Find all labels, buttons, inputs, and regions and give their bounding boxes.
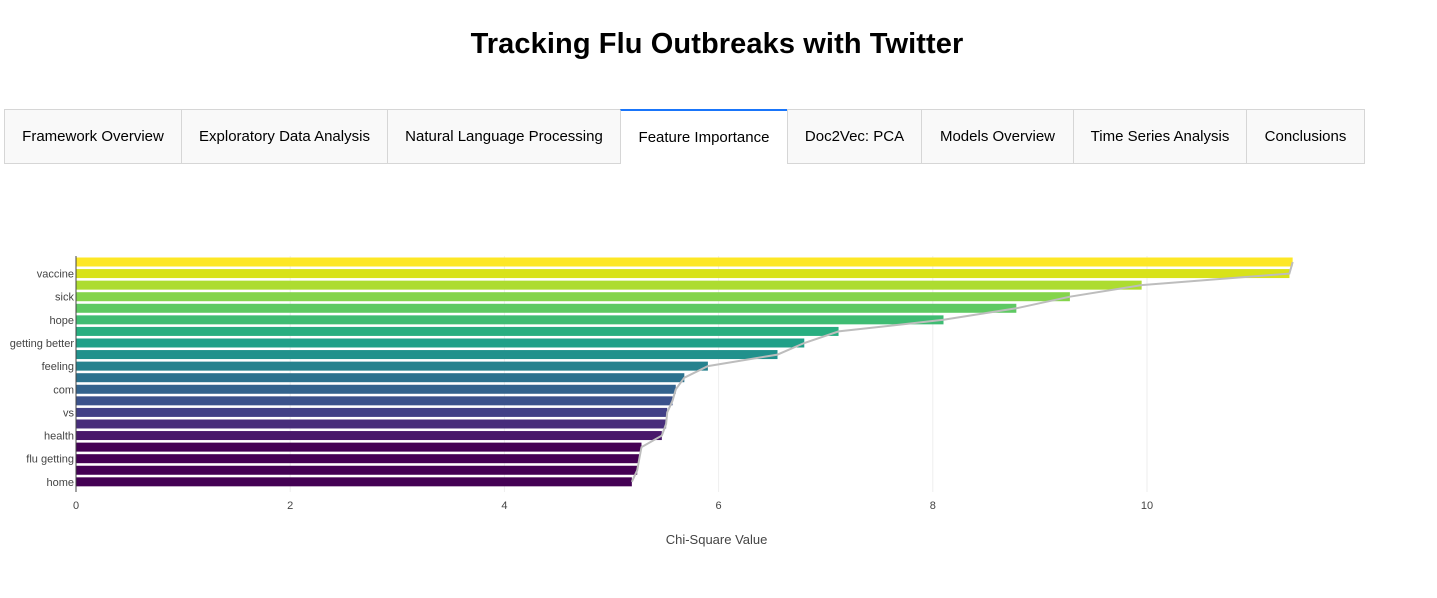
tab-label: Natural Language Processing bbox=[405, 128, 603, 145]
tab-feature-importance[interactable]: Feature Importance bbox=[620, 109, 787, 164]
tab-bar: Framework Overview Exploratory Data Anal… bbox=[4, 109, 1365, 164]
trend-line bbox=[630, 261, 1294, 483]
bar bbox=[76, 350, 778, 360]
category-label: health bbox=[44, 431, 74, 443]
x-axis-title: Chi-Square Value bbox=[666, 532, 768, 547]
tab-exploratory-data-analysis[interactable]: Exploratory Data Analysis bbox=[181, 109, 387, 164]
chi-square-bar-chart: vaccine sick hope getting better feeling com v… bbox=[10, 256, 1294, 547]
tab-doc2vec-pca[interactable]: Doc2Vec: PCA bbox=[787, 109, 921, 164]
tab-models-overview[interactable]: Models Overview bbox=[921, 109, 1073, 164]
bar bbox=[76, 396, 673, 406]
category-label: com bbox=[53, 384, 74, 396]
bar bbox=[76, 384, 676, 394]
page-title: Tracking Flu Outbreaks with Twitter bbox=[470, 28, 964, 60]
x-tick-label: 8 bbox=[930, 500, 936, 512]
x-tick-label: 6 bbox=[716, 500, 722, 512]
bar bbox=[76, 419, 667, 429]
tab-natural-language-processing[interactable]: Natural Language Processing bbox=[387, 109, 620, 164]
x-tick-label: 0 bbox=[73, 500, 79, 512]
bar bbox=[76, 315, 944, 325]
x-tick-label: 10 bbox=[1141, 500, 1153, 512]
bar bbox=[76, 442, 642, 452]
bar bbox=[76, 269, 1290, 279]
bar bbox=[76, 454, 640, 464]
category-label: vaccine bbox=[37, 269, 74, 281]
category-label: vs bbox=[63, 407, 75, 419]
category-label: flu getting bbox=[26, 454, 74, 466]
tab-label: Framework Overview bbox=[22, 128, 164, 145]
bar bbox=[76, 280, 1142, 290]
tab-label: Time Series Analysis bbox=[1090, 128, 1230, 145]
bar bbox=[76, 326, 839, 336]
bar bbox=[76, 407, 668, 417]
tab-label: Models Overview bbox=[939, 128, 1056, 145]
category-label: hope bbox=[50, 315, 74, 327]
tab-label: Doc2Vec: PCA bbox=[804, 128, 905, 145]
bar bbox=[76, 292, 1070, 302]
tab-label: Exploratory Data Analysis bbox=[199, 128, 370, 145]
bar bbox=[76, 257, 1293, 267]
bar bbox=[76, 303, 1017, 313]
bar bbox=[76, 477, 632, 487]
bar bbox=[76, 338, 805, 348]
category-label: home bbox=[46, 477, 74, 489]
bar bbox=[76, 361, 708, 371]
bar bbox=[76, 465, 638, 475]
category-label: feeling bbox=[42, 361, 74, 373]
tab-time-series-analysis[interactable]: Time Series Analysis bbox=[1073, 109, 1246, 164]
category-label: sick bbox=[55, 292, 74, 304]
tab-framework-overview[interactable]: Framework Overview bbox=[4, 109, 181, 164]
category-label: getting better bbox=[10, 338, 75, 350]
bar bbox=[76, 431, 662, 441]
bar bbox=[76, 373, 685, 383]
tab-conclusions[interactable]: Conclusions bbox=[1246, 109, 1365, 164]
tab-label: Feature Importance bbox=[638, 129, 770, 146]
tab-label: Conclusions bbox=[1264, 128, 1347, 145]
x-tick-label: 2 bbox=[287, 500, 293, 512]
x-tick-label: 4 bbox=[501, 500, 507, 512]
